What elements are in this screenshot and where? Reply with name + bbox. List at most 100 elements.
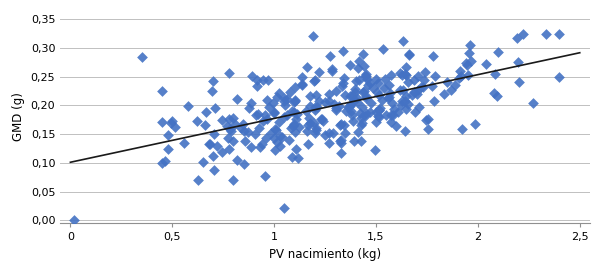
Point (312, 105, 322, 110)
Point (430, 99, 439, 103)
Point (208, 79, 218, 83)
Point (223, 124, 232, 129)
Point (261, 174, 270, 178)
Point (464, 51, 474, 55)
Point (277, 135, 287, 140)
Point (346, 63, 355, 68)
Point (289, 110, 299, 114)
Point (271, 128, 281, 132)
Point (461, 60, 470, 65)
Point (384, 82, 394, 87)
Point (398, 39, 408, 43)
Point (70, 217, 79, 222)
Point (340, 130, 350, 135)
Point (404, 52, 414, 56)
Point (312, 127, 321, 132)
Point (270, 126, 279, 131)
Point (356, 139, 365, 143)
Point (470, 122, 480, 126)
Point (211, 106, 220, 110)
Point (289, 122, 299, 126)
Point (362, 77, 372, 82)
Point (492, 94, 501, 98)
Point (264, 105, 274, 110)
Point (224, 136, 234, 140)
Point (255, 144, 264, 149)
Point (372, 89, 382, 94)
Point (310, 131, 320, 135)
Point (166, 121, 176, 126)
Point (386, 73, 396, 78)
Point (225, 71, 234, 76)
Point (401, 107, 411, 111)
Point (381, 113, 391, 117)
Point (450, 83, 460, 88)
Point (529, 101, 538, 105)
Point (345, 94, 355, 98)
Point (253, 78, 262, 82)
Point (303, 142, 312, 147)
Point (385, 90, 394, 95)
Point (240, 139, 250, 143)
Point (430, 74, 439, 78)
Point (291, 117, 300, 121)
Point (293, 156, 302, 161)
Point (213, 144, 222, 149)
Point (403, 79, 413, 84)
Point (454, 76, 464, 81)
Point (554, 32, 564, 36)
Point (236, 126, 246, 131)
Point (361, 111, 371, 115)
Point (336, 141, 346, 146)
Point (402, 94, 411, 98)
Point (396, 103, 406, 108)
Point (339, 76, 349, 80)
Point (254, 126, 264, 131)
Point (408, 93, 417, 97)
Point (262, 98, 272, 102)
Point (373, 114, 383, 118)
Point (238, 122, 248, 126)
Point (365, 81, 374, 85)
Point (359, 89, 368, 94)
Point (466, 59, 476, 63)
Point (403, 101, 413, 106)
Point (346, 103, 355, 108)
Point (297, 82, 306, 86)
Point (358, 105, 367, 109)
Point (204, 142, 214, 146)
Point (309, 79, 318, 83)
Point (208, 154, 218, 158)
Point (308, 34, 317, 38)
Point (374, 115, 384, 119)
Point (246, 101, 256, 106)
Point (217, 150, 227, 154)
Point (183, 103, 193, 108)
Point (338, 49, 348, 53)
Y-axis label: GMD (g): GMD (g) (12, 92, 25, 141)
Point (405, 52, 414, 57)
Point (368, 85, 378, 90)
Point (412, 91, 422, 96)
Point (275, 120, 284, 124)
Point (394, 109, 403, 114)
Point (318, 119, 328, 123)
Point (334, 104, 344, 108)
Point (260, 113, 270, 118)
Point (409, 90, 418, 94)
Point (346, 109, 356, 113)
Point (386, 113, 396, 117)
Point (285, 90, 295, 94)
Point (193, 119, 202, 123)
Point (340, 93, 350, 97)
Point (225, 117, 234, 121)
Point (389, 106, 399, 111)
Point (361, 94, 371, 98)
Point (541, 32, 551, 36)
Point (304, 116, 314, 120)
Point (421, 118, 430, 122)
Point (413, 88, 423, 92)
Point (243, 130, 252, 134)
Point (160, 159, 170, 163)
Point (274, 91, 284, 95)
